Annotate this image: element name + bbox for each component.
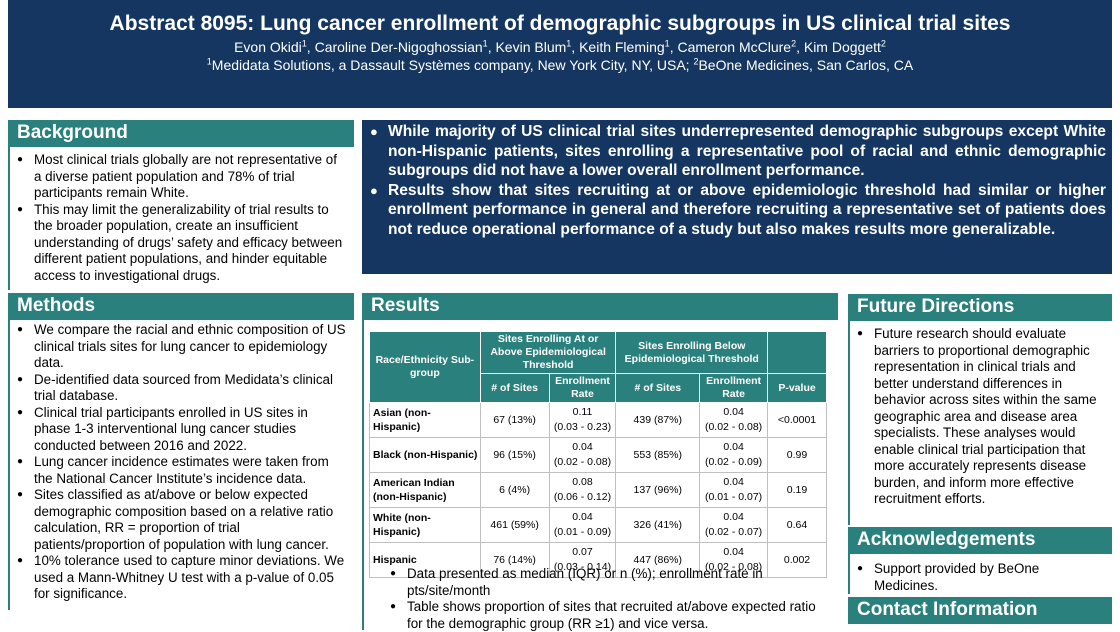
poster-title: Abstract 8095: Lung cancer enrollment of… <box>109 12 1011 35</box>
rate-cell: 0.04 (0.02 - 0.08) <box>699 402 769 438</box>
future-directions-heading: Future Directions <box>848 294 1112 321</box>
background-list: Most clinical trials globally are not re… <box>10 152 346 284</box>
list-item: 10% tolerance used to capture minor devi… <box>10 553 346 603</box>
col-header-rate: Enrollment Rate <box>548 373 617 403</box>
col-header-subgroup: Race/Ethnicity Sub-group <box>369 331 481 403</box>
section-border <box>848 554 850 594</box>
sites-cell: 137 (96%) <box>615 472 701 508</box>
rate-cell: 0.11 (0.03 - 0.23) <box>548 402 617 438</box>
list-item: Clinical trial participants enrolled in … <box>10 405 346 455</box>
table-row: American Indian (non-Hispanic) 6 (4%) 0.… <box>369 472 827 508</box>
rate-cell: 0.04 (0.02 - 0.07) <box>699 507 769 543</box>
key-finding: Results show that sites recruiting at or… <box>368 181 1106 240</box>
col-header-pvalue: P-value <box>767 373 827 403</box>
table-row: Black (non-Hispanic) 96 (15%) 0.04 (0.02 … <box>369 437 827 473</box>
col-header-sites: # of Sites <box>615 373 701 403</box>
list-item: Support provided by BeOne Medicines. <box>850 561 1106 594</box>
col-group-at-above: Sites Enrolling At or Above Epidemiologi… <box>479 331 617 374</box>
section-border <box>848 321 850 525</box>
methods-list: We compare the racial and ethnic composi… <box>10 322 346 603</box>
list-item: Table shows proportion of sites that rec… <box>383 599 833 632</box>
pvalue-cell: 0.19 <box>767 472 827 508</box>
col-header-sites: # of Sites <box>479 373 550 403</box>
key-findings-box: While majority of US clinical trial site… <box>362 120 1112 274</box>
methods-heading: Methods <box>8 293 354 320</box>
pvalue-cell: 0.64 <box>767 507 827 543</box>
list-item: Most clinical trials globally are not re… <box>10 152 346 202</box>
acknowledgements-list: Support provided by BeOne Medicines. <box>850 561 1106 594</box>
pvalue-cell: <0.0001 <box>767 402 827 438</box>
rate-cell: 0.04 (0.01 - 0.07) <box>699 472 769 508</box>
author: Kim Doggett2 <box>803 38 886 55</box>
table-header-row: # of Sites Enrollment Rate # of Sites En… <box>370 373 827 403</box>
author: Evon Okidi1, <box>234 38 315 55</box>
sites-cell: 326 (41%) <box>615 507 701 543</box>
acknowledgements-heading: Acknowledgements <box>848 527 1112 554</box>
list-item: De-identified data sourced from Medidata… <box>10 372 346 405</box>
author: Keith Fleming1, <box>579 38 678 55</box>
author: Kevin Blum1, <box>495 38 580 55</box>
author: Caroline Der-Nigoghossian1, <box>314 38 496 55</box>
pvalue-cell: 0.99 <box>767 437 827 473</box>
future-directions-list: Future research should evaluate barriers… <box>850 326 1106 508</box>
list-item: Lung cancer incidence estimates were tak… <box>10 454 346 487</box>
table-row: White (non-Hispanic) 461 (59%) 0.04 (0.01… <box>369 507 827 543</box>
col-header-empty <box>767 331 827 374</box>
key-finding: While majority of US clinical trial site… <box>368 122 1106 181</box>
results-notes: Data presented as median (IQR) or n (%);… <box>383 566 833 632</box>
subgroup-cell: American Indian (non-Hispanic) <box>369 472 481 508</box>
subgroup-cell: Black (non-Hispanic) <box>369 437 481 473</box>
rate-cell: 0.04 (0.01 - 0.09) <box>548 507 617 543</box>
sites-cell: 439 (87%) <box>615 402 701 438</box>
results-table: Race/Ethnicity Sub-group Sites Enrolling… <box>369 331 827 578</box>
affiliations: 1Medidata Solutions, a Dassault Systèmes… <box>206 56 914 73</box>
list-item: Data presented as median (IQR) or n (%);… <box>383 566 833 599</box>
sites-cell: 461 (59%) <box>479 507 550 543</box>
rate-cell: 0.08 (0.06 - 0.12) <box>548 472 617 508</box>
author: Cameron McClure2, <box>677 38 804 55</box>
list-item: We compare the racial and ethnic composi… <box>10 322 346 372</box>
results-heading: Results <box>362 293 838 320</box>
table-row: Asian (non-Hispanic) 67 (13%) 0.11 (0.03 … <box>369 402 827 438</box>
contact-heading: Contact Information <box>848 597 1112 624</box>
sites-cell: 6 (4%) <box>479 472 550 508</box>
col-header-rate: Enrollment Rate <box>699 373 769 403</box>
sites-cell: 67 (13%) <box>479 402 550 438</box>
sites-cell: 553 (85%) <box>615 437 701 473</box>
list-item: Sites classified as at/above or below ex… <box>10 487 346 553</box>
section-border <box>8 147 10 290</box>
section-border <box>8 320 10 610</box>
poster-header: Abstract 8095: Lung cancer enrollment of… <box>8 0 1112 108</box>
subgroup-cell: Asian (non-Hispanic) <box>369 402 481 438</box>
author-list: Evon Okidi1, Caroline Der-Nigoghossian1,… <box>8 38 1112 56</box>
subgroup-cell: White (non-Hispanic) <box>369 507 481 543</box>
rate-cell: 0.04 (0.02 - 0.09) <box>699 437 769 473</box>
col-group-below: Sites Enrolling Below Epidemiological Th… <box>615 331 769 374</box>
list-item: Future research should evaluate barriers… <box>850 326 1106 508</box>
sites-cell: 96 (15%) <box>479 437 550 473</box>
background-heading: Background <box>8 120 354 147</box>
rate-cell: 0.04 (0.02 - 0.08) <box>548 437 617 473</box>
list-item: This may limit the generalizability of t… <box>10 202 346 285</box>
section-border <box>362 320 364 630</box>
table-header-row: Race/Ethnicity Sub-group Sites Enrolling… <box>369 331 827 403</box>
